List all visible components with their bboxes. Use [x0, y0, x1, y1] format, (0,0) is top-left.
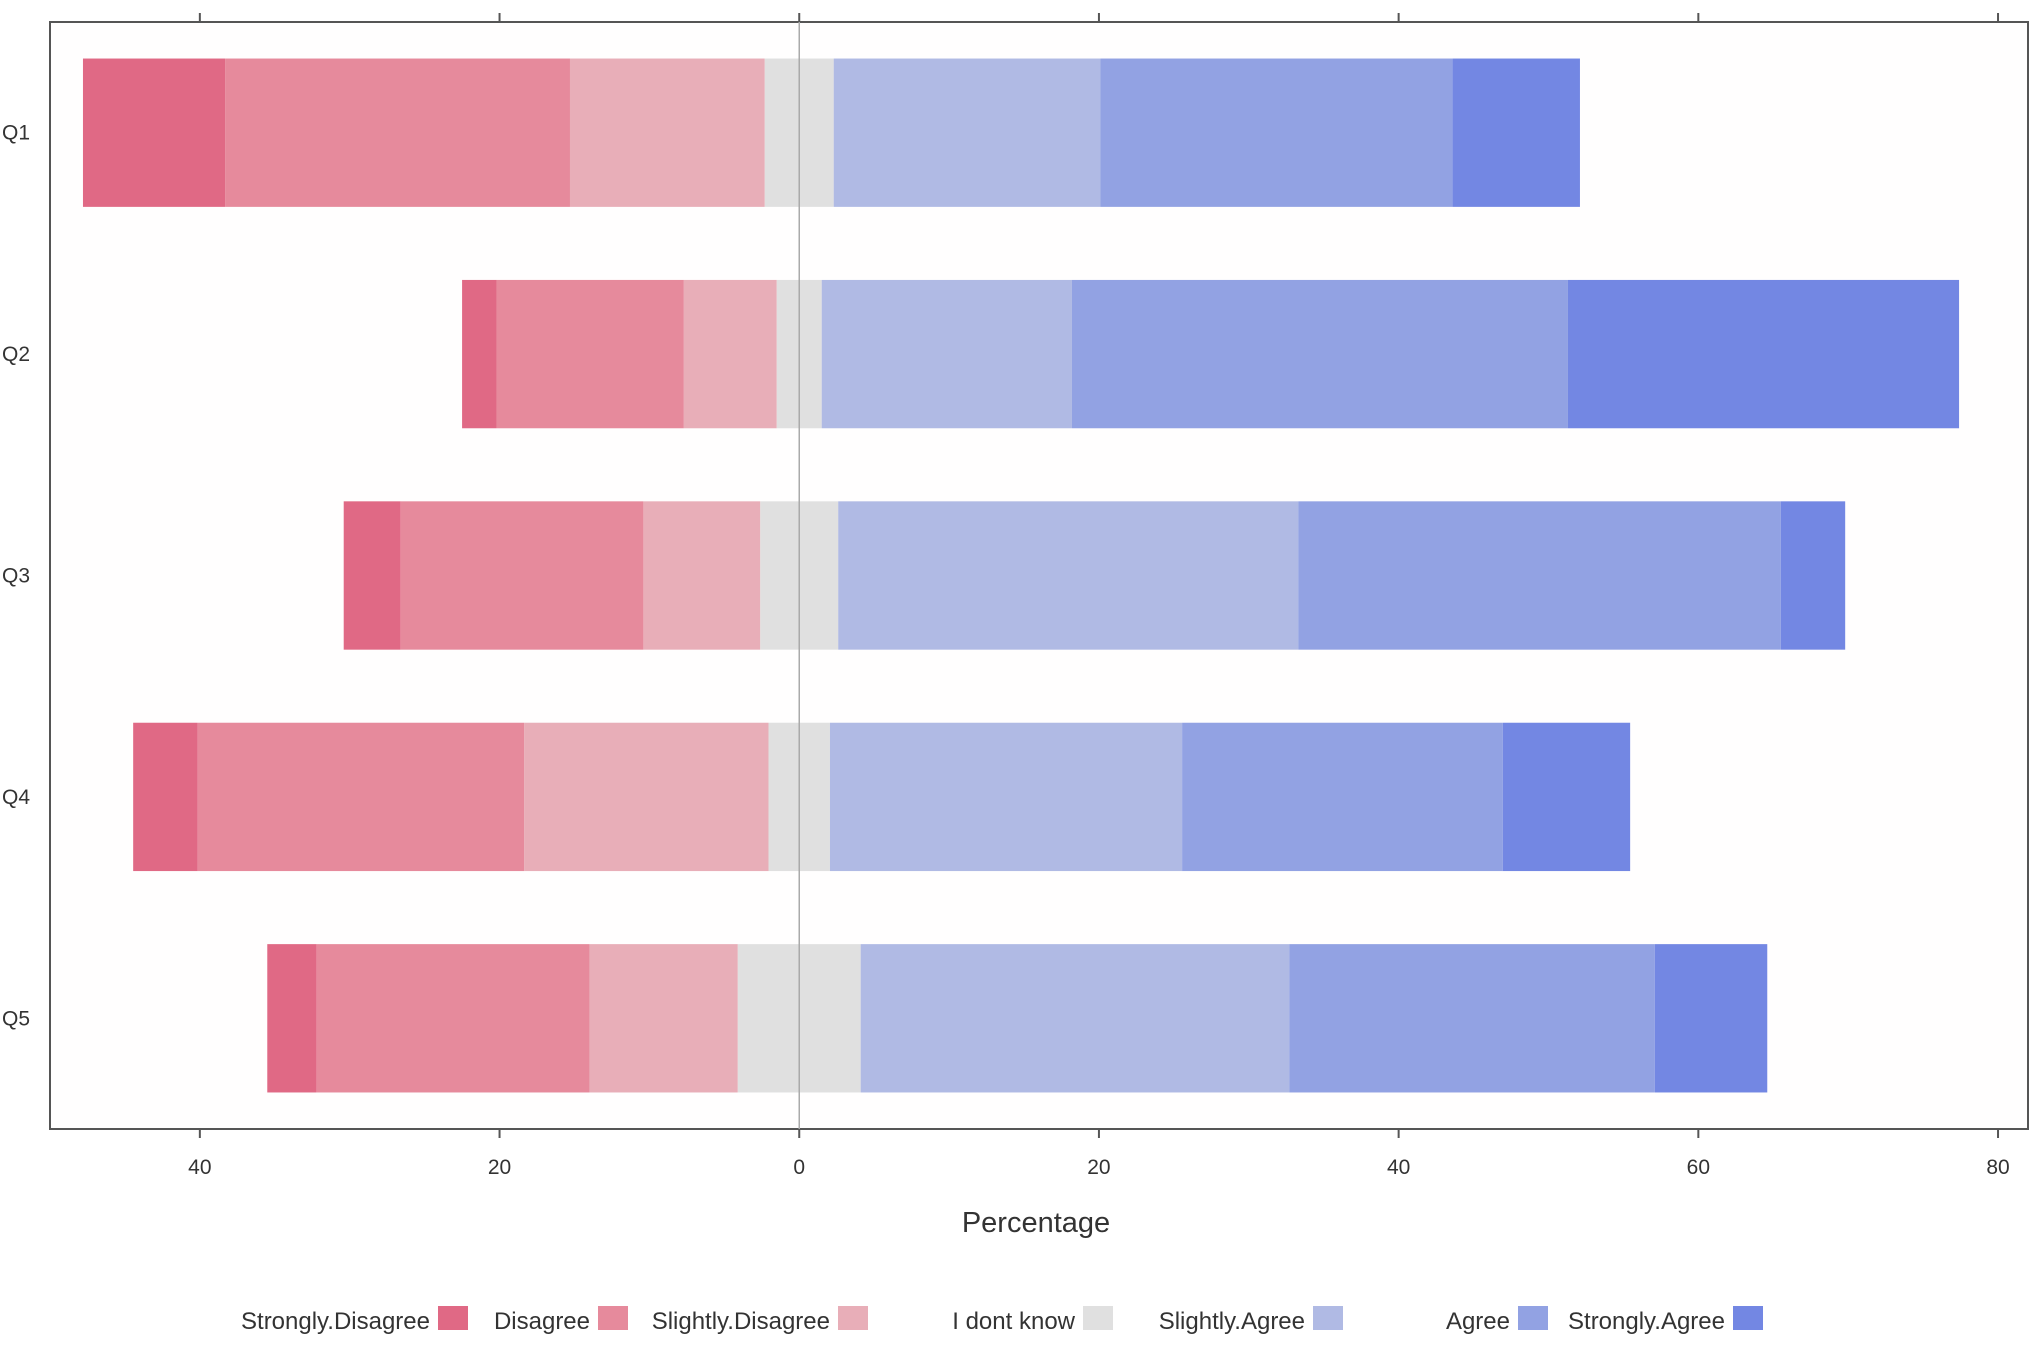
bar-q3-strongly-agree [1780, 501, 1846, 650]
bar-q1-agree [1100, 58, 1453, 207]
bar-q5-strongly-disagree [267, 944, 317, 1093]
category-axis: Q1 Q2 Q3 Q4 Q5 [2, 122, 30, 1031]
x-tick-label: 20 [1087, 1156, 1110, 1179]
bottom-axis: 40 20 0 20 40 60 80 [188, 1129, 2010, 1179]
x-tick-label: 80 [1986, 1156, 2009, 1179]
x-tick-label: 40 [188, 1156, 211, 1179]
bar-q4-slightly-agree [829, 722, 1183, 872]
legend-swatch [1083, 1306, 1113, 1330]
bar-q1-disagree [225, 58, 570, 207]
bar-q4-slightly-disagree [524, 722, 769, 872]
x-tick-label: 20 [488, 1156, 511, 1179]
bar-q1-strongly-agree [1452, 58, 1580, 207]
legend: Strongly.Disagree Disagree Slightly.Disagr… [241, 1306, 1763, 1335]
category-label: Q5 [2, 1007, 30, 1030]
x-tick-label: 60 [1687, 1156, 1710, 1179]
x-axis-title: Percentage [962, 1207, 1110, 1239]
bar-q2-agree [1071, 279, 1568, 429]
bar-q5-strongly-agree [1654, 944, 1768, 1093]
x-tick-label: 40 [1387, 1156, 1410, 1179]
legend-swatch [598, 1306, 628, 1330]
bar-q4-strongly-disagree [133, 722, 198, 872]
legend-label: Slightly.Agree [1159, 1308, 1305, 1335]
legend-swatch [1733, 1306, 1763, 1330]
legend-swatch [838, 1306, 868, 1330]
bars-group [82, 58, 1960, 1093]
bar-q3-strongly-disagree [343, 501, 401, 650]
bar-q3-slightly-disagree [643, 501, 761, 650]
bar-q1-slightly-disagree [569, 58, 765, 207]
bar-q3-slightly-agree [838, 501, 1299, 650]
legend-label: Agree [1446, 1308, 1510, 1335]
top-axis [198, 13, 2000, 22]
bar-q2-disagree [496, 279, 684, 429]
bar-q1-strongly-disagree [82, 58, 226, 207]
legend-label: I dont know [952, 1308, 1075, 1335]
bar-q2-slightly-disagree [683, 279, 777, 429]
legend-label: Strongly.Agree [1568, 1308, 1725, 1335]
legend-swatch [438, 1306, 468, 1330]
bar-q4-agree [1182, 722, 1503, 872]
category-label: Q3 [2, 565, 30, 588]
bar-q4-strongly-agree [1502, 722, 1631, 872]
bar-q3-agree [1298, 501, 1781, 650]
bar-q5-agree [1289, 944, 1655, 1093]
bar-q5-slightly-disagree [589, 944, 738, 1093]
category-label: Q4 [2, 786, 30, 809]
legend-label: Disagree [494, 1308, 590, 1335]
legend-label: Slightly.Disagree [652, 1308, 830, 1335]
category-label: Q2 [2, 343, 30, 366]
bar-q5-disagree [316, 944, 590, 1093]
category-label: Q1 [2, 122, 30, 145]
bar-q1-slightly-agree [833, 58, 1101, 207]
legend-label: Strongly.Disagree [241, 1308, 430, 1335]
legend-swatch [1518, 1306, 1548, 1330]
bar-q3-disagree [400, 501, 644, 650]
bar-q2-strongly-agree [1567, 279, 1960, 429]
bar-q2-strongly-disagree [462, 279, 497, 429]
bar-q2-slightly-agree [821, 279, 1072, 429]
bar-q4-disagree [197, 722, 525, 872]
bar-q5-slightly-agree [860, 944, 1290, 1093]
legend-swatch [1313, 1306, 1343, 1330]
x-tick-label: 0 [793, 1156, 805, 1179]
